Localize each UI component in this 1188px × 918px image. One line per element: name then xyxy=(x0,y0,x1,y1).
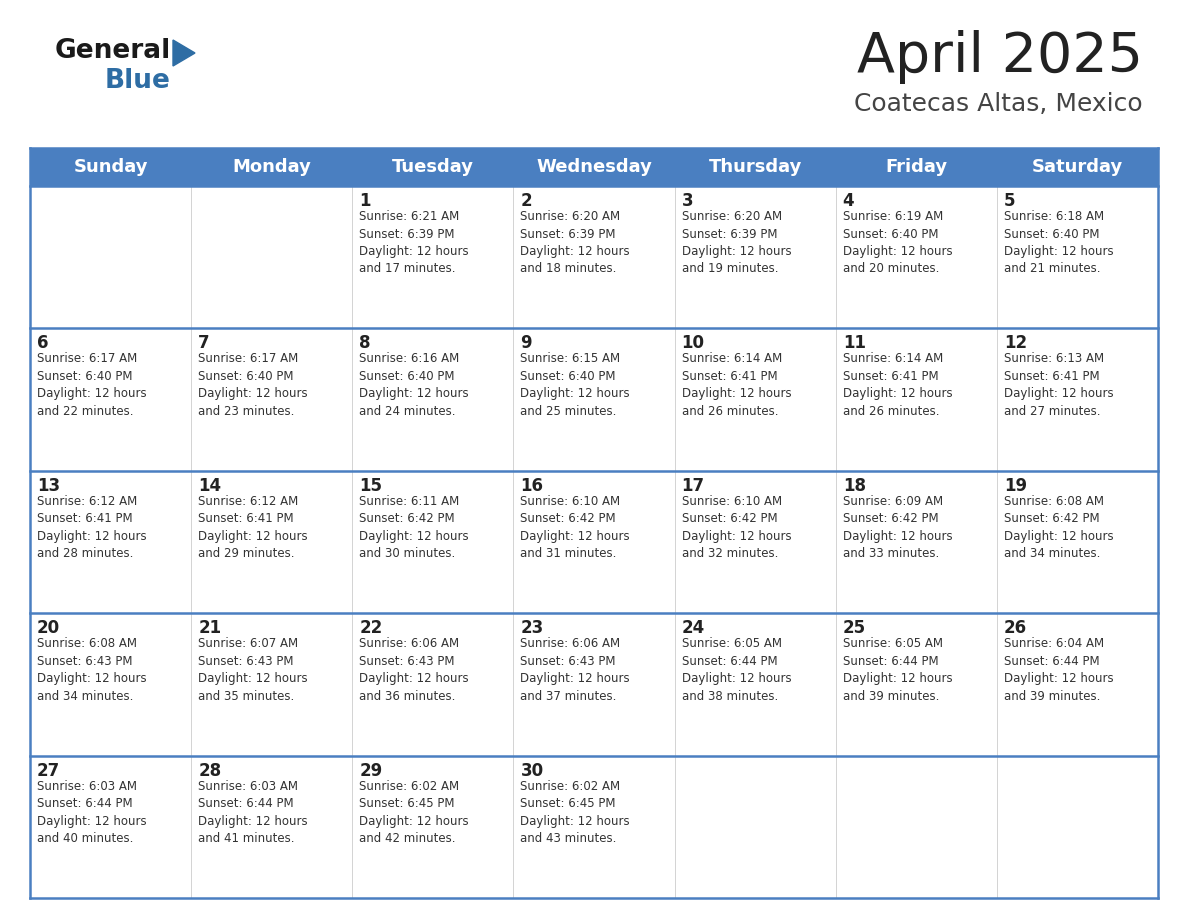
Text: Sunrise: 6:07 AM
Sunset: 6:43 PM
Daylight: 12 hours
and 35 minutes.: Sunrise: 6:07 AM Sunset: 6:43 PM Dayligh… xyxy=(198,637,308,702)
Text: 22: 22 xyxy=(359,620,383,637)
Text: Sunrise: 6:20 AM
Sunset: 6:39 PM
Daylight: 12 hours
and 18 minutes.: Sunrise: 6:20 AM Sunset: 6:39 PM Dayligh… xyxy=(520,210,630,275)
Text: Sunrise: 6:09 AM
Sunset: 6:42 PM
Daylight: 12 hours
and 33 minutes.: Sunrise: 6:09 AM Sunset: 6:42 PM Dayligh… xyxy=(842,495,953,560)
Text: 24: 24 xyxy=(682,620,704,637)
Text: Sunrise: 6:21 AM
Sunset: 6:39 PM
Daylight: 12 hours
and 17 minutes.: Sunrise: 6:21 AM Sunset: 6:39 PM Dayligh… xyxy=(359,210,469,275)
Text: Sunrise: 6:15 AM
Sunset: 6:40 PM
Daylight: 12 hours
and 25 minutes.: Sunrise: 6:15 AM Sunset: 6:40 PM Dayligh… xyxy=(520,353,630,418)
Bar xyxy=(30,186,1158,329)
Text: 30: 30 xyxy=(520,762,544,779)
Text: Sunrise: 6:06 AM
Sunset: 6:43 PM
Daylight: 12 hours
and 36 minutes.: Sunrise: 6:06 AM Sunset: 6:43 PM Dayligh… xyxy=(359,637,469,702)
Polygon shape xyxy=(173,40,195,66)
Text: Sunrise: 6:11 AM
Sunset: 6:42 PM
Daylight: 12 hours
and 30 minutes.: Sunrise: 6:11 AM Sunset: 6:42 PM Dayligh… xyxy=(359,495,469,560)
Text: 26: 26 xyxy=(1004,620,1026,637)
Text: 16: 16 xyxy=(520,476,543,495)
Text: Friday: Friday xyxy=(885,158,947,176)
Text: Sunrise: 6:02 AM
Sunset: 6:45 PM
Daylight: 12 hours
and 42 minutes.: Sunrise: 6:02 AM Sunset: 6:45 PM Dayligh… xyxy=(359,779,469,845)
Bar xyxy=(30,329,1158,471)
Text: Sunrise: 6:05 AM
Sunset: 6:44 PM
Daylight: 12 hours
and 39 minutes.: Sunrise: 6:05 AM Sunset: 6:44 PM Dayligh… xyxy=(842,637,953,702)
Text: Sunrise: 6:10 AM
Sunset: 6:42 PM
Daylight: 12 hours
and 32 minutes.: Sunrise: 6:10 AM Sunset: 6:42 PM Dayligh… xyxy=(682,495,791,560)
Text: Sunrise: 6:13 AM
Sunset: 6:41 PM
Daylight: 12 hours
and 27 minutes.: Sunrise: 6:13 AM Sunset: 6:41 PM Dayligh… xyxy=(1004,353,1113,418)
Text: 17: 17 xyxy=(682,476,704,495)
Text: Sunday: Sunday xyxy=(74,158,147,176)
Text: 14: 14 xyxy=(198,476,221,495)
Text: General: General xyxy=(55,38,171,64)
Text: 3: 3 xyxy=(682,192,693,210)
Text: 9: 9 xyxy=(520,334,532,353)
Bar xyxy=(30,148,1158,186)
Text: Sunrise: 6:16 AM
Sunset: 6:40 PM
Daylight: 12 hours
and 24 minutes.: Sunrise: 6:16 AM Sunset: 6:40 PM Dayligh… xyxy=(359,353,469,418)
Text: 7: 7 xyxy=(198,334,210,353)
Text: 20: 20 xyxy=(37,620,61,637)
Text: 23: 23 xyxy=(520,620,544,637)
Text: Sunrise: 6:17 AM
Sunset: 6:40 PM
Daylight: 12 hours
and 23 minutes.: Sunrise: 6:17 AM Sunset: 6:40 PM Dayligh… xyxy=(198,353,308,418)
Text: Tuesday: Tuesday xyxy=(392,158,474,176)
Text: Sunrise: 6:06 AM
Sunset: 6:43 PM
Daylight: 12 hours
and 37 minutes.: Sunrise: 6:06 AM Sunset: 6:43 PM Dayligh… xyxy=(520,637,630,702)
Text: 6: 6 xyxy=(37,334,49,353)
Text: Thursday: Thursday xyxy=(708,158,802,176)
Text: 4: 4 xyxy=(842,192,854,210)
Text: Sunrise: 6:12 AM
Sunset: 6:41 PM
Daylight: 12 hours
and 29 minutes.: Sunrise: 6:12 AM Sunset: 6:41 PM Dayligh… xyxy=(198,495,308,560)
Text: Sunrise: 6:20 AM
Sunset: 6:39 PM
Daylight: 12 hours
and 19 minutes.: Sunrise: 6:20 AM Sunset: 6:39 PM Dayligh… xyxy=(682,210,791,275)
Text: Sunrise: 6:10 AM
Sunset: 6:42 PM
Daylight: 12 hours
and 31 minutes.: Sunrise: 6:10 AM Sunset: 6:42 PM Dayligh… xyxy=(520,495,630,560)
Bar xyxy=(30,756,1158,898)
Text: Sunrise: 6:14 AM
Sunset: 6:41 PM
Daylight: 12 hours
and 26 minutes.: Sunrise: 6:14 AM Sunset: 6:41 PM Dayligh… xyxy=(682,353,791,418)
Text: Sunrise: 6:03 AM
Sunset: 6:44 PM
Daylight: 12 hours
and 41 minutes.: Sunrise: 6:03 AM Sunset: 6:44 PM Dayligh… xyxy=(198,779,308,845)
Text: Sunrise: 6:02 AM
Sunset: 6:45 PM
Daylight: 12 hours
and 43 minutes.: Sunrise: 6:02 AM Sunset: 6:45 PM Dayligh… xyxy=(520,779,630,845)
Text: Sunrise: 6:05 AM
Sunset: 6:44 PM
Daylight: 12 hours
and 38 minutes.: Sunrise: 6:05 AM Sunset: 6:44 PM Dayligh… xyxy=(682,637,791,702)
Text: 13: 13 xyxy=(37,476,61,495)
Text: 25: 25 xyxy=(842,620,866,637)
Text: 8: 8 xyxy=(359,334,371,353)
Text: 18: 18 xyxy=(842,476,866,495)
Text: Sunrise: 6:18 AM
Sunset: 6:40 PM
Daylight: 12 hours
and 21 minutes.: Sunrise: 6:18 AM Sunset: 6:40 PM Dayligh… xyxy=(1004,210,1113,275)
Text: 5: 5 xyxy=(1004,192,1016,210)
Text: 12: 12 xyxy=(1004,334,1026,353)
Text: Coatecas Altas, Mexico: Coatecas Altas, Mexico xyxy=(854,92,1143,116)
Text: Blue: Blue xyxy=(105,68,171,94)
Text: Sunrise: 6:17 AM
Sunset: 6:40 PM
Daylight: 12 hours
and 22 minutes.: Sunrise: 6:17 AM Sunset: 6:40 PM Dayligh… xyxy=(37,353,146,418)
Bar xyxy=(30,471,1158,613)
Text: Sunrise: 6:04 AM
Sunset: 6:44 PM
Daylight: 12 hours
and 39 minutes.: Sunrise: 6:04 AM Sunset: 6:44 PM Dayligh… xyxy=(1004,637,1113,702)
Text: Wednesday: Wednesday xyxy=(536,158,652,176)
Text: 11: 11 xyxy=(842,334,866,353)
Text: 28: 28 xyxy=(198,762,221,779)
Text: Sunrise: 6:12 AM
Sunset: 6:41 PM
Daylight: 12 hours
and 28 minutes.: Sunrise: 6:12 AM Sunset: 6:41 PM Dayligh… xyxy=(37,495,146,560)
Text: April 2025: April 2025 xyxy=(857,30,1143,84)
Text: Sunrise: 6:03 AM
Sunset: 6:44 PM
Daylight: 12 hours
and 40 minutes.: Sunrise: 6:03 AM Sunset: 6:44 PM Dayligh… xyxy=(37,779,146,845)
Text: 10: 10 xyxy=(682,334,704,353)
Text: 1: 1 xyxy=(359,192,371,210)
Text: 27: 27 xyxy=(37,762,61,779)
Text: Sunrise: 6:08 AM
Sunset: 6:43 PM
Daylight: 12 hours
and 34 minutes.: Sunrise: 6:08 AM Sunset: 6:43 PM Dayligh… xyxy=(37,637,146,702)
Text: 29: 29 xyxy=(359,762,383,779)
Text: Sunrise: 6:14 AM
Sunset: 6:41 PM
Daylight: 12 hours
and 26 minutes.: Sunrise: 6:14 AM Sunset: 6:41 PM Dayligh… xyxy=(842,353,953,418)
Bar xyxy=(30,613,1158,756)
Text: Sunrise: 6:19 AM
Sunset: 6:40 PM
Daylight: 12 hours
and 20 minutes.: Sunrise: 6:19 AM Sunset: 6:40 PM Dayligh… xyxy=(842,210,953,275)
Text: Monday: Monday xyxy=(233,158,311,176)
Text: 15: 15 xyxy=(359,476,383,495)
Text: 19: 19 xyxy=(1004,476,1026,495)
Text: Sunrise: 6:08 AM
Sunset: 6:42 PM
Daylight: 12 hours
and 34 minutes.: Sunrise: 6:08 AM Sunset: 6:42 PM Dayligh… xyxy=(1004,495,1113,560)
Text: 2: 2 xyxy=(520,192,532,210)
Text: 21: 21 xyxy=(198,620,221,637)
Text: Saturday: Saturday xyxy=(1032,158,1123,176)
